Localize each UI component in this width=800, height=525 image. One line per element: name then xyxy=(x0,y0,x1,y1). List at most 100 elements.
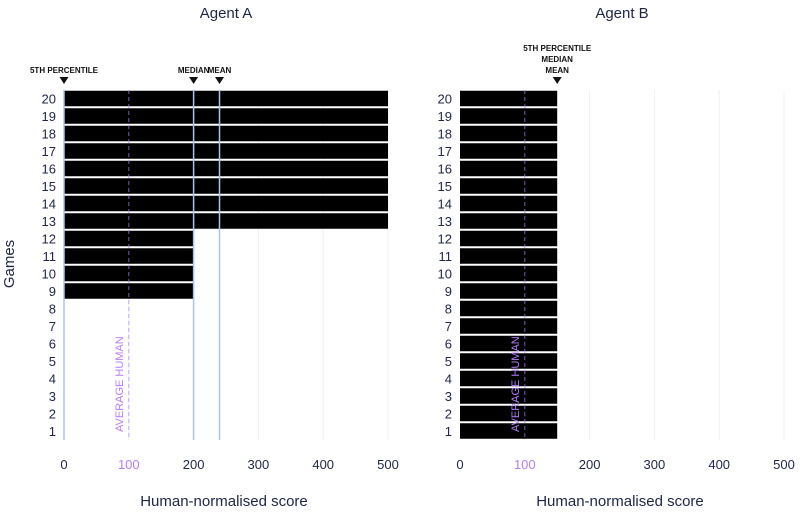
y-tick-label: 10 xyxy=(438,267,452,282)
y-tick-label: 18 xyxy=(438,127,452,142)
y-tick-label: 12 xyxy=(438,232,452,247)
marker-label-line: 5TH PERCENTILE xyxy=(523,44,592,53)
y-tick-label: 19 xyxy=(42,109,56,124)
x-tick-label: 200 xyxy=(183,457,205,472)
y-tick-label: 14 xyxy=(42,197,56,212)
x-tick-label: 0 xyxy=(60,457,67,472)
bar-game-17 xyxy=(460,143,558,159)
y-tick-label: 7 xyxy=(445,319,452,334)
x-tick-label: 100 xyxy=(118,457,140,472)
marker-triangle-icon xyxy=(215,77,225,84)
bar-game-11 xyxy=(460,248,558,264)
bar-game-5 xyxy=(460,353,558,369)
y-tick-label: 1 xyxy=(445,424,452,439)
marker-label-line: MEAN xyxy=(208,66,232,75)
marker-label-line: 5TH PERCENTILE xyxy=(30,66,99,75)
y-tick-label: 2 xyxy=(49,407,56,422)
bar-game-15 xyxy=(64,178,388,194)
bar-game-9 xyxy=(460,283,558,299)
bar-game-12 xyxy=(460,230,558,247)
y-tick-label: 14 xyxy=(438,197,452,212)
y-tick-label: 2 xyxy=(445,407,452,422)
chart-title: Agent B xyxy=(595,5,648,22)
y-tick-label: 13 xyxy=(438,214,452,229)
bar-game-16 xyxy=(460,160,558,177)
y-tick-label: 5 xyxy=(49,354,56,369)
bar-game-18 xyxy=(64,125,388,142)
y-tick-label: 9 xyxy=(445,284,452,299)
y-tick-label: 18 xyxy=(42,127,56,142)
y-tick-label: 10 xyxy=(42,267,56,282)
y-tick-label: 12 xyxy=(42,232,56,247)
x-tick-label: 500 xyxy=(773,457,795,472)
y-tick-label: 6 xyxy=(445,337,452,352)
bar-game-10 xyxy=(460,265,558,282)
bar-game-13 xyxy=(64,213,388,229)
bar-game-14 xyxy=(460,195,558,212)
y-tick-label: 8 xyxy=(445,302,452,317)
x-tick-label: 300 xyxy=(248,457,270,472)
y-tick-label: 19 xyxy=(438,109,452,124)
y-tick-label: 17 xyxy=(42,144,56,159)
bar-game-15 xyxy=(460,178,558,194)
x-tick-label: 400 xyxy=(708,457,730,472)
x-tick-label: 100 xyxy=(514,457,536,472)
x-tick-label: 400 xyxy=(312,457,334,472)
marker-label-line: MEDIAN xyxy=(178,66,210,75)
bar-game-13 xyxy=(460,213,558,229)
y-tick-label: 7 xyxy=(49,319,56,334)
bar-game-11 xyxy=(64,248,194,264)
y-tick-label: 4 xyxy=(49,372,56,387)
bar-game-19 xyxy=(460,108,558,124)
y-tick-label: 20 xyxy=(438,92,452,107)
plot-panel-agent-a: Agent A1234567891011121314151617181920AV… xyxy=(1,5,399,510)
marker-label: MEAN xyxy=(208,66,232,75)
x-tick-label: 300 xyxy=(644,457,666,472)
chart-title: Agent A xyxy=(200,5,253,22)
marker-label: 5TH PERCENTILE xyxy=(30,66,99,75)
y-tick-label: 1 xyxy=(49,424,56,439)
bar-game-19 xyxy=(64,108,388,124)
bar-game-4 xyxy=(460,370,558,387)
y-tick-label: 4 xyxy=(445,372,452,387)
bar-game-9 xyxy=(64,283,194,299)
marker-label-line: MEAN xyxy=(545,66,569,75)
y-axis-title: Games xyxy=(1,240,18,288)
y-tick-label: 3 xyxy=(445,389,452,404)
average-human-label: AVERAGE HUMAN xyxy=(114,336,126,432)
y-tick-label: 8 xyxy=(49,302,56,317)
bar-game-17 xyxy=(64,143,388,159)
y-tick-label: 11 xyxy=(439,249,453,264)
y-tick-label: 17 xyxy=(438,144,452,159)
y-tick-label: 16 xyxy=(42,162,56,177)
y-tick-label: 3 xyxy=(49,389,56,404)
bar-game-3 xyxy=(460,388,558,404)
marker-triangle-icon xyxy=(189,77,199,84)
marker-triangle-icon xyxy=(59,77,69,84)
x-tick-label: 0 xyxy=(456,457,463,472)
marker-triangle-icon xyxy=(552,77,562,84)
y-tick-label: 16 xyxy=(438,162,452,177)
bar-game-14 xyxy=(64,195,388,212)
bar-game-2 xyxy=(460,405,558,422)
bar-game-8 xyxy=(460,300,558,317)
y-tick-label: 15 xyxy=(42,179,56,194)
y-tick-label: 11 xyxy=(43,249,57,264)
bar-game-20 xyxy=(64,90,388,107)
marker-label: 5TH PERCENTILE MEDIAN MEAN xyxy=(523,44,592,75)
plot-panel-agent-b: Agent B1234567891011121314151617181920AV… xyxy=(438,5,795,510)
y-tick-label: 9 xyxy=(49,284,56,299)
y-tick-label: 13 xyxy=(42,214,56,229)
bar-game-7 xyxy=(460,318,558,334)
y-tick-label: 6 xyxy=(49,337,56,352)
marker-label: MEDIAN xyxy=(178,66,210,75)
marker-label-line: MEDIAN xyxy=(541,55,573,64)
x-axis-title: Human-normalised score xyxy=(140,493,308,510)
bar-game-18 xyxy=(460,125,558,142)
average-human-label: AVERAGE HUMAN xyxy=(510,336,522,432)
bar-game-6 xyxy=(460,335,558,352)
x-tick-label: 200 xyxy=(579,457,601,472)
bar-game-1 xyxy=(460,423,558,439)
x-tick-label: 500 xyxy=(377,457,399,472)
